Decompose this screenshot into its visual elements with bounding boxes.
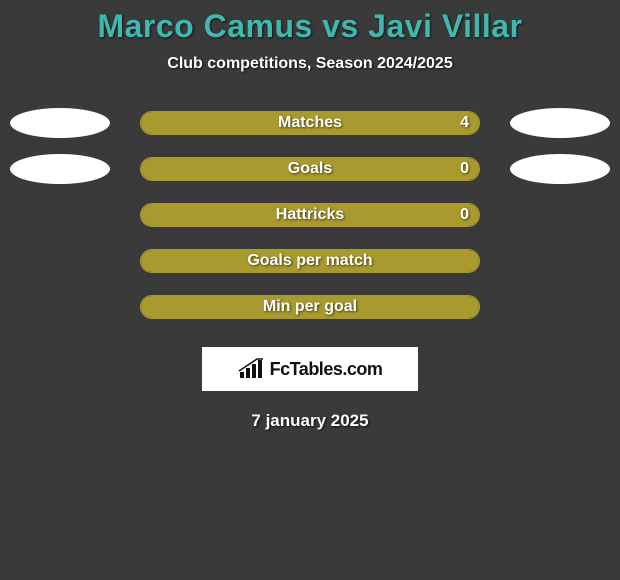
page-title: Marco Camus vs Javi Villar: [0, 8, 620, 45]
stat-row-goals: Goals 0: [0, 157, 620, 181]
stat-label: Goals: [288, 160, 332, 178]
stat-label: Min per goal: [263, 298, 357, 316]
left-ellipse: [10, 154, 110, 184]
stat-label: Hattricks: [276, 206, 344, 224]
comparison-card: Marco Camus vs Javi Villar Club competit…: [0, 0, 620, 431]
stat-label: Goals per match: [247, 252, 372, 270]
stat-bar: Min per goal: [140, 295, 480, 319]
stat-bar: Matches 4: [140, 111, 480, 135]
stat-row-goals-per-match: Goals per match: [0, 249, 620, 273]
brand-badge: FcTables.com: [202, 347, 418, 391]
stat-label: Matches: [278, 114, 342, 132]
stat-value: 0: [460, 160, 469, 178]
stats-list: Matches 4 Goals 0 Hattricks 0: [0, 111, 620, 319]
stat-bar: Hattricks 0: [140, 203, 480, 227]
stat-bar: Goals 0: [140, 157, 480, 181]
subtitle: Club competitions, Season 2024/2025: [0, 55, 620, 73]
stat-row-min-per-goal: Min per goal: [0, 295, 620, 319]
stat-value: 4: [460, 114, 469, 132]
stat-row-hattricks: Hattricks 0: [0, 203, 620, 227]
right-ellipse: [510, 154, 610, 184]
stat-bar: Goals per match: [140, 249, 480, 273]
stat-value: 0: [460, 206, 469, 224]
brand-text: FcTables.com: [270, 359, 383, 380]
stat-row-matches: Matches 4: [0, 111, 620, 135]
right-ellipse: [510, 108, 610, 138]
left-ellipse: [10, 108, 110, 138]
bar-chart-icon: [238, 358, 264, 380]
date-text: 7 january 2025: [0, 411, 620, 431]
